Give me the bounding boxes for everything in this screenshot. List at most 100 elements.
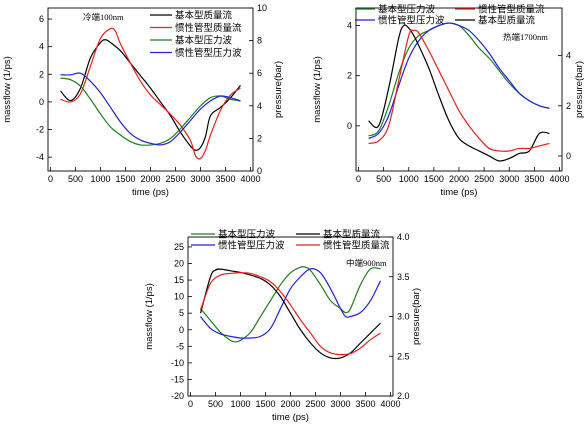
y-tick-label: 2 <box>347 71 352 81</box>
x-tick-label: 4000 <box>240 174 260 184</box>
y-tick-label: 25 <box>174 242 184 252</box>
panel-annotation: 中端900nm <box>346 258 387 268</box>
x-tick-label: 1500 <box>255 399 275 409</box>
x-tick-label: 3000 <box>190 174 210 184</box>
y-tick-label: -4 <box>36 152 44 162</box>
y2-tick-label: 3.5 <box>397 272 410 282</box>
y2-tick-label: 4.0 <box>397 232 410 242</box>
y2-tick-label: 0 <box>566 151 571 161</box>
y2-tick-label: 10 <box>257 3 267 13</box>
series-line-black <box>60 39 241 151</box>
x-tick-label: 1000 <box>90 174 110 184</box>
chart-panel-1: 0 500 1000 1500 2000 2500 3000 3500 4000 -4 -2 0 2 4 6… <box>2 3 284 198</box>
legend-entry: 惯性管型质量流 <box>478 4 545 16</box>
x-tick-label: 1000 <box>399 174 419 184</box>
y-tick-label: 2 <box>39 69 44 79</box>
x-tick-label: 2500 <box>165 174 185 184</box>
series-line-green <box>200 266 381 343</box>
y-tick-label: -20 <box>171 391 184 401</box>
y-tick-label: 15 <box>174 275 184 285</box>
series-lines <box>368 22 550 162</box>
y-tick-label: 0 <box>39 97 44 107</box>
y2-tick-label: 6 <box>257 68 262 78</box>
y-tick-label: -10 <box>171 358 184 368</box>
x-tick-label: 2000 <box>280 399 300 409</box>
x-tick-label: 500 <box>68 174 83 184</box>
y2-axis-label: pressure(bar) <box>574 61 585 118</box>
legend-entry: 惯性管型质量流 <box>175 22 242 34</box>
chart-panel-3: 0 500 1000 1500 2000 2500 3000 3500 4000 -20 -15 -1… <box>144 229 422 424</box>
x-tick-label: 2500 <box>474 174 494 184</box>
y2-axis-label: pressure(bar) <box>273 61 284 118</box>
x-axis-label: time (ps) <box>441 187 478 198</box>
series-line-blue <box>60 72 241 146</box>
y-tick-label: 6 <box>39 14 44 24</box>
x-tick-label: 1500 <box>424 174 444 184</box>
x-tick-label: 3500 <box>524 174 544 184</box>
y2-tick-label: 4 <box>566 51 571 61</box>
legend-entry: 基本型压力波 <box>175 35 233 47</box>
x-tick-label: 3000 <box>499 174 519 184</box>
y-tick-label: 20 <box>174 259 184 269</box>
y-tick-label: 0 <box>179 325 184 335</box>
x-axis-label: time (ps) <box>132 187 169 198</box>
legend-entry: 基本型质量流 <box>323 229 381 241</box>
legend-entry: 惯性管型压力波 <box>378 15 445 27</box>
x-tick-label: 0 <box>48 174 53 184</box>
y2-tick-label: 2 <box>257 133 262 143</box>
y2-tick-label: 0 <box>257 166 262 176</box>
x-tick-label: 0 <box>188 399 193 409</box>
legend-entry: 基本型质量流 <box>478 15 536 27</box>
y2-tick-label: 3.0 <box>397 312 410 322</box>
x-tick-label: 3500 <box>355 399 375 409</box>
legend-entry: 惯性管型压力波 <box>218 240 285 252</box>
legend-entry: 基本型压力波 <box>218 229 276 241</box>
series-line-blue <box>368 22 550 139</box>
x-tick-label: 2000 <box>140 174 160 184</box>
series-line-green <box>60 77 241 146</box>
panel-annotation: 热端1700nm <box>503 32 548 42</box>
series-line-black <box>368 24 550 162</box>
x-axis-label: time (ps) <box>272 412 309 423</box>
series-line-red <box>368 29 550 152</box>
y-axis-label: massflow (1/ps) <box>312 56 323 123</box>
x-tick-label: 4000 <box>380 399 400 409</box>
y-tick-label: 4 <box>347 21 352 31</box>
legend-entry: 惯性管型压力波 <box>175 47 242 59</box>
y-tick-label: 0 <box>347 121 352 131</box>
x-tick-label: 3000 <box>330 399 350 409</box>
y-tick-label: 5 <box>179 308 184 318</box>
y-tick-label: -15 <box>171 374 184 384</box>
legend-entry: 基本型压力波 <box>378 4 436 16</box>
x-tick-label: 500 <box>208 399 223 409</box>
x-tick-label: 0 <box>356 174 361 184</box>
y-axis-label: massflow (1/ps) <box>2 56 13 123</box>
x-tick-label: 1000 <box>230 399 250 409</box>
y2-tick-label: 2 <box>566 101 571 111</box>
y2-tick-label: 2.5 <box>397 351 410 361</box>
y-tick-label: -2 <box>36 125 44 135</box>
y2-tick-label: 8 <box>257 36 262 46</box>
x-tick-label: 1500 <box>115 174 135 184</box>
series-lines <box>60 27 241 160</box>
chart-panel-2: 0 500 1000 1500 2000 2500 3000 3500 4000 0 2 4 0 2 4 ti… <box>312 4 585 199</box>
x-tick-label: 2500 <box>305 399 325 409</box>
panel-annotation: 冷端100nm <box>83 12 124 22</box>
x-tick-label: 2000 <box>449 174 469 184</box>
series-line-blue <box>200 268 382 339</box>
y-tick-label: 4 <box>39 42 44 52</box>
y-tick-label: -5 <box>176 341 184 351</box>
y2-axis-label: pressure(bar) <box>411 288 422 345</box>
y2-tick-label: 4 <box>257 101 262 111</box>
legend-entry: 惯性管型质量流 <box>323 240 390 252</box>
x-tick-label: 4000 <box>549 174 569 184</box>
series-line-red <box>199 272 381 356</box>
y2-tick-label: 2.0 <box>397 391 410 401</box>
y-tick-label: 10 <box>174 292 184 302</box>
x-tick-label: 3500 <box>215 174 235 184</box>
